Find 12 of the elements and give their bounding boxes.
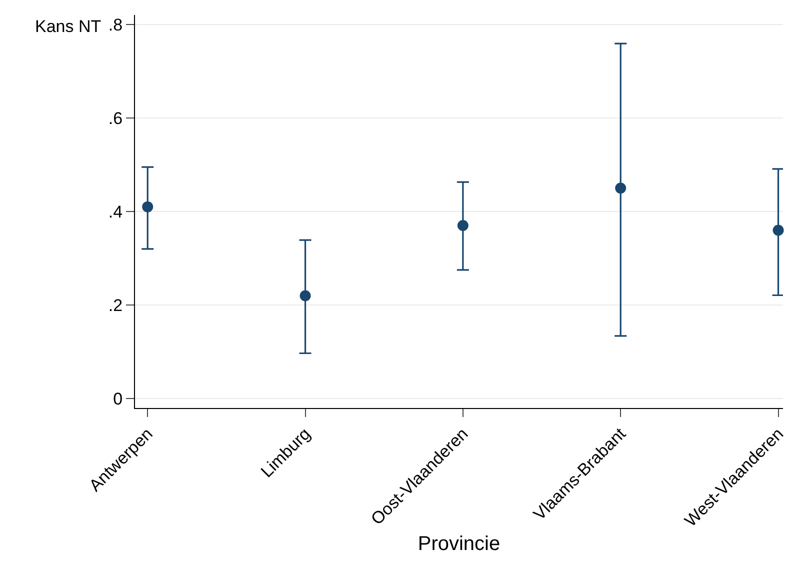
point: [457, 220, 468, 232]
y-tick-label: .2: [108, 296, 123, 316]
point: [142, 201, 154, 212]
y-tick-label: 0: [113, 390, 123, 409]
point: [772, 224, 784, 236]
y-tick-label: .8: [108, 15, 123, 34]
y-tick-label: .4: [108, 202, 123, 222]
y-axis-title: Kans NT: [35, 17, 102, 36]
point: [300, 290, 311, 302]
point: [615, 182, 626, 194]
y-tick-label: .6: [108, 108, 123, 128]
x-axis-title: Provincie: [418, 532, 500, 555]
